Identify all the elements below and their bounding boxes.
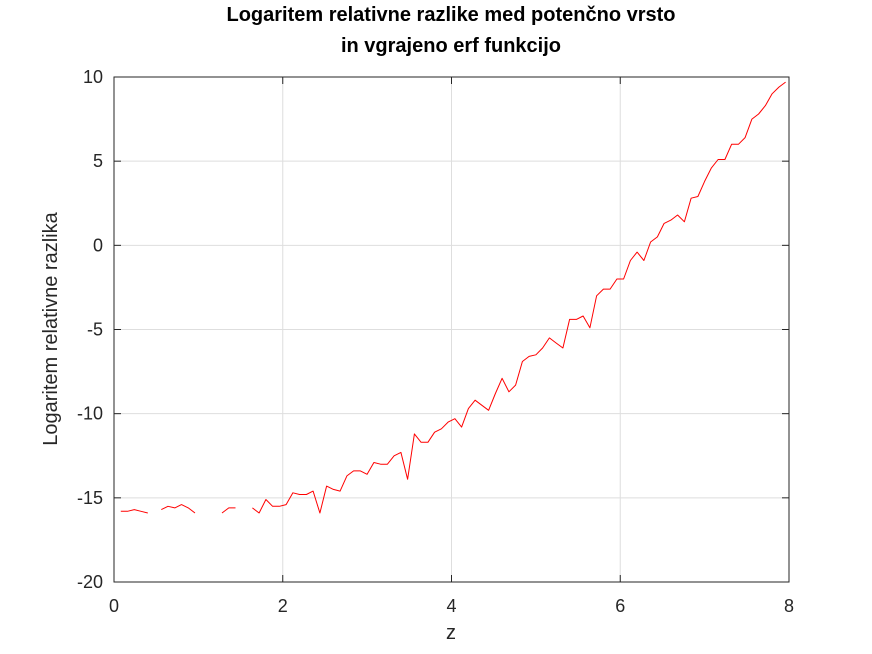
series-layer xyxy=(120,81,786,514)
x-axis-label: z xyxy=(446,622,456,644)
series-line-segment xyxy=(221,507,236,514)
y-tick-label: -10 xyxy=(77,404,103,424)
y-tick-label: 0 xyxy=(93,235,103,255)
y-axis-label: Logaritem relativne razlika xyxy=(40,211,62,445)
x-tick-label: 2 xyxy=(278,596,288,616)
chart-title-line-1: Logaritem relativne razlike med potenčno… xyxy=(226,4,675,26)
x-tick-label: 4 xyxy=(446,596,456,616)
series-line-segment xyxy=(120,509,148,514)
chart-title-line-2: in vgrajeno erf funkcijo xyxy=(341,35,561,57)
x-tick-label: 8 xyxy=(784,596,794,616)
y-tick-label: 10 xyxy=(83,67,103,87)
ticks: 0 2 4 6 8 -20 -15 -10 -5 0 5 10 xyxy=(77,67,794,616)
series-line-segment xyxy=(252,81,786,514)
y-tick-label: 5 xyxy=(93,151,103,171)
y-tick-label: -15 xyxy=(77,488,103,508)
x-tick-label: 6 xyxy=(615,596,625,616)
x-tick-label: 0 xyxy=(109,596,119,616)
series-line-segment xyxy=(161,504,196,514)
y-tick-label: -5 xyxy=(87,320,103,340)
y-tick-label: -20 xyxy=(77,572,103,592)
